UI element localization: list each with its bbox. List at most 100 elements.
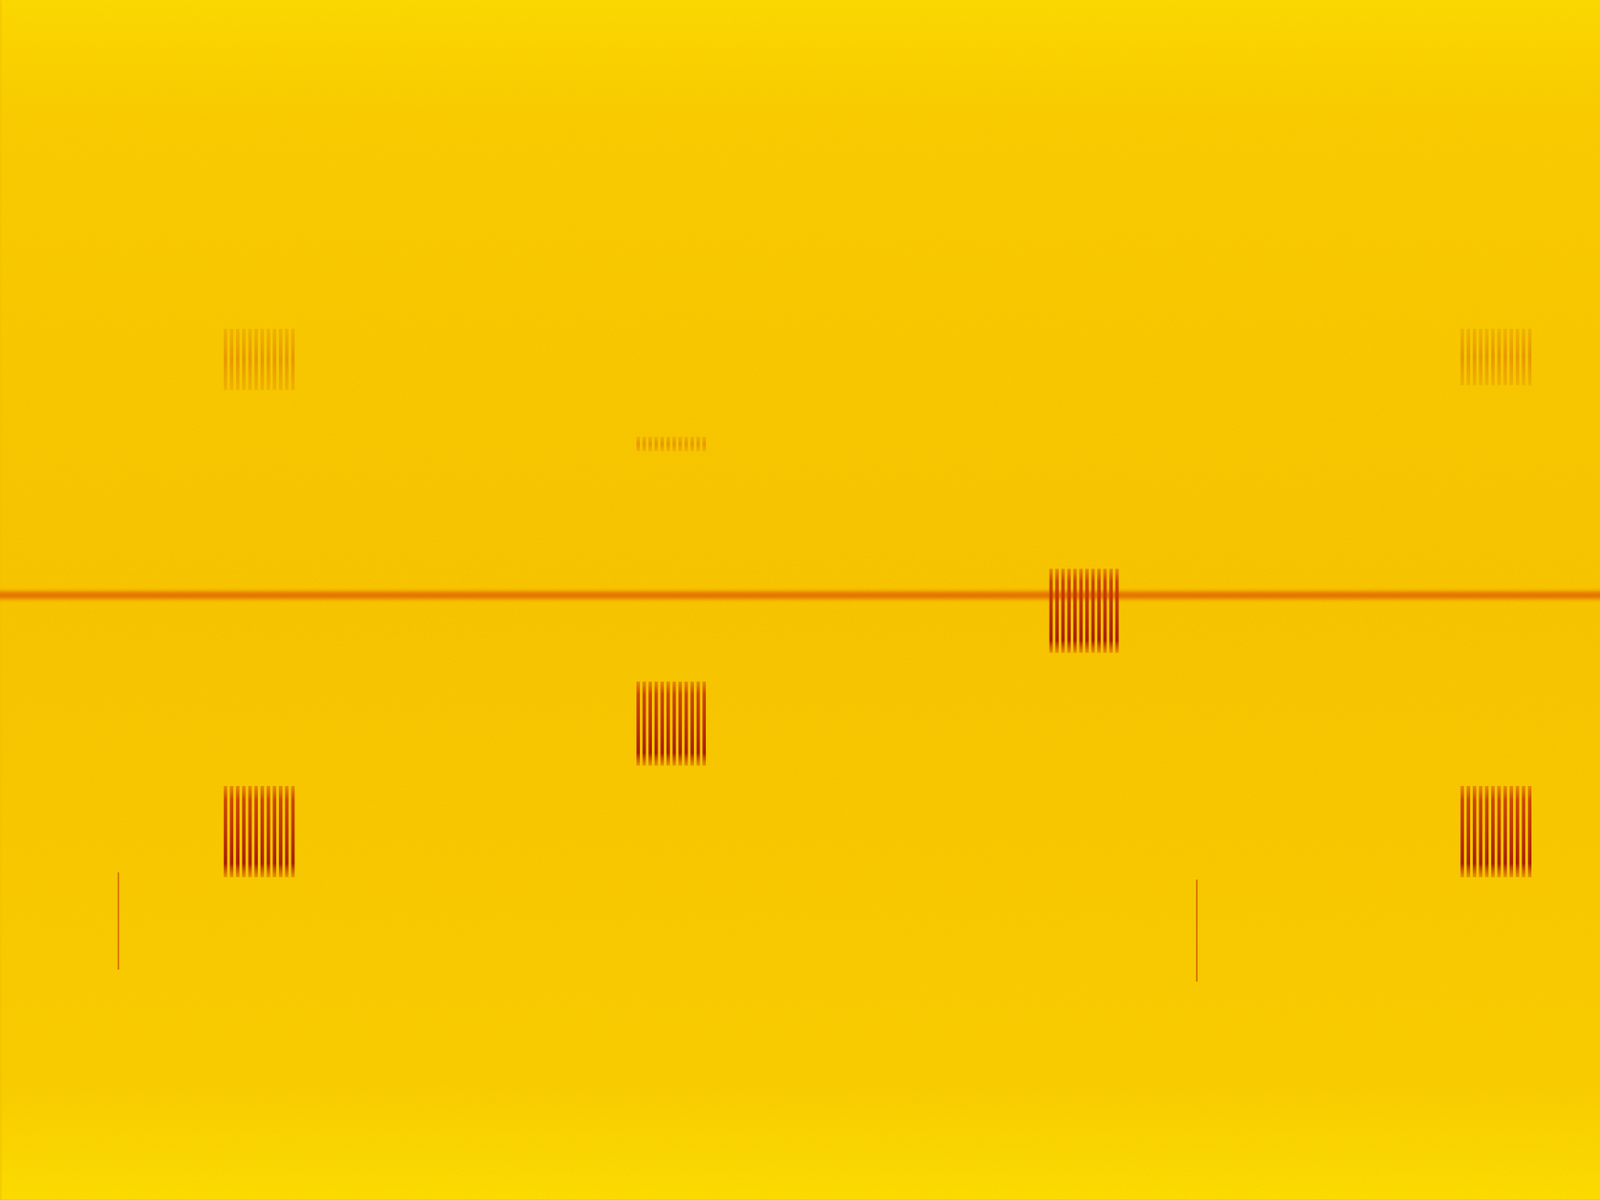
faint-burst-stripe xyxy=(654,437,659,452)
burst-stripe xyxy=(1097,568,1101,653)
burst-stripe xyxy=(1527,786,1532,878)
faint-burst-stripe xyxy=(224,329,228,391)
faint-burst-stripe xyxy=(1472,329,1477,386)
burst-stripe xyxy=(1073,568,1078,653)
faint-burst-stripe xyxy=(272,329,277,391)
burst-stripe xyxy=(224,786,228,878)
burst-stripe xyxy=(235,786,240,878)
burst-stripe xyxy=(1472,786,1477,878)
faint-burst-stripe xyxy=(229,329,234,391)
faint-burst-stripe xyxy=(278,329,283,391)
faint-burst-stripe xyxy=(648,437,652,452)
burst-stripe xyxy=(254,786,258,878)
burst-stripe xyxy=(272,786,277,878)
noise-texture xyxy=(0,0,1600,1200)
burst-stripe xyxy=(1484,786,1489,878)
click xyxy=(1195,879,1198,982)
faint-burst-stripe xyxy=(1503,329,1507,386)
burst-stripe xyxy=(1109,568,1113,653)
burst-stripe xyxy=(1055,568,1059,653)
burst-stripe xyxy=(636,682,640,767)
burst-stripe xyxy=(291,786,296,878)
burst xyxy=(1460,786,1532,878)
burst-stripe xyxy=(1491,786,1495,878)
burst-stripe xyxy=(1503,786,1507,878)
burst xyxy=(1049,568,1120,653)
faint-burst-stripe xyxy=(1509,329,1514,386)
faint-burst-stripe xyxy=(1527,329,1532,386)
burst-stripe xyxy=(1066,568,1071,653)
faint-burst-stripe xyxy=(254,329,258,391)
faint-burst xyxy=(224,329,296,391)
burst-stripe xyxy=(1479,786,1483,878)
burst-stripe xyxy=(660,682,664,767)
burst-stripe xyxy=(690,682,694,767)
faint-burst xyxy=(1460,329,1532,386)
burst-stripe xyxy=(278,786,283,878)
burst-stripe xyxy=(1460,786,1464,878)
burst-stripe xyxy=(229,786,234,878)
burst-stripe xyxy=(248,786,253,878)
burst-stripe xyxy=(666,682,671,767)
faint-burst-stripe xyxy=(1497,329,1502,386)
burst-stripe xyxy=(1509,786,1514,878)
burst-stripe xyxy=(1091,568,1096,653)
spectrogram-chart xyxy=(0,0,1600,1200)
burst-stripe xyxy=(1061,568,1066,653)
faint-burst-stripe xyxy=(248,329,253,391)
faint-burst-stripe xyxy=(660,437,664,452)
faint-burst xyxy=(636,437,706,452)
faint-burst-stripe xyxy=(1491,329,1495,386)
faint-burst-stripe xyxy=(690,437,694,452)
plot-area xyxy=(0,329,1600,982)
faint-burst-stripe xyxy=(260,329,265,391)
faint-burst-stripe xyxy=(1484,329,1489,386)
burst-stripe xyxy=(1085,568,1089,653)
faint-burst-stripe xyxy=(642,437,647,452)
burst-stripe xyxy=(696,682,701,767)
burst-stripe xyxy=(260,786,265,878)
burst-stripe xyxy=(1103,568,1108,653)
burst-stripe xyxy=(1497,786,1502,878)
faint-burst-stripe xyxy=(666,437,671,452)
burst-stripe xyxy=(642,682,647,767)
burst-stripe xyxy=(648,682,652,767)
faint-burst-stripe xyxy=(1515,329,1520,386)
burst-stripe xyxy=(1079,568,1084,653)
axis-line xyxy=(0,0,2,1200)
faint-burst-stripe xyxy=(702,437,706,452)
burst xyxy=(224,786,296,878)
burst-stripe xyxy=(1049,568,1054,653)
y-axis xyxy=(0,0,2,1200)
faint-burst-stripe xyxy=(1460,329,1464,386)
faint-burst-stripe xyxy=(636,437,640,452)
faint-burst-stripe xyxy=(235,329,240,391)
faint-burst-stripe xyxy=(285,329,289,391)
burst-stripe xyxy=(285,786,289,878)
faint-burst-stripe xyxy=(672,437,677,452)
faint-burst-stripe xyxy=(1479,329,1483,386)
background xyxy=(0,0,1600,1200)
burst-stripe xyxy=(1466,786,1471,878)
faint-burst-stripe xyxy=(684,437,689,452)
burst-stripe xyxy=(266,786,271,878)
faint-burst-stripe xyxy=(1522,329,1526,386)
faint-burst-stripe xyxy=(696,437,701,452)
burst-stripe xyxy=(672,682,677,767)
click xyxy=(117,873,120,971)
burst xyxy=(636,682,706,767)
burst-stripe xyxy=(702,682,706,767)
faint-burst-stripe xyxy=(1466,329,1471,386)
burst-stripe xyxy=(684,682,689,767)
carrier-tone xyxy=(0,591,1600,599)
burst-stripe xyxy=(678,682,683,767)
burst-stripe xyxy=(1515,786,1520,878)
faint-burst-stripe xyxy=(291,329,296,391)
burst-stripe xyxy=(242,786,246,878)
burst-stripe xyxy=(1522,786,1526,878)
faint-burst-stripe xyxy=(266,329,271,391)
burst-stripe xyxy=(1115,568,1120,653)
faint-burst-stripe xyxy=(678,437,683,452)
burst-stripe xyxy=(654,682,659,767)
faint-burst-stripe xyxy=(242,329,246,391)
